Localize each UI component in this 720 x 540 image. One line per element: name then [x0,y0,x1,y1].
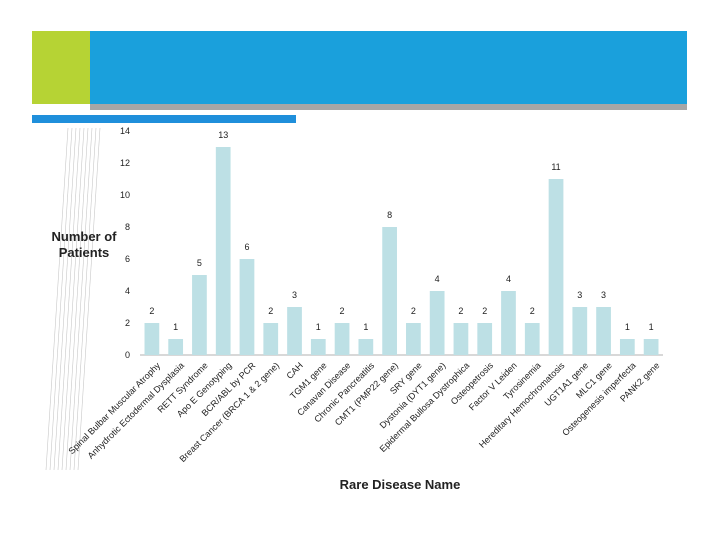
bar [310,339,326,355]
bar [263,323,279,355]
category-label: Spinal Bulbar Muscular Atrophy [66,360,162,456]
y-tick-label: 12 [120,158,130,168]
bar [453,323,469,355]
bar [144,323,160,355]
data-label: 8 [387,210,392,220]
bar [524,323,540,355]
data-label: 2 [268,306,273,316]
bar [619,339,635,355]
y-tick-label: 2 [125,318,130,328]
data-label: 2 [458,306,463,316]
hatch-line [77,127,101,471]
hatch-line [73,127,97,471]
bar [239,259,255,355]
bar [429,291,445,355]
data-label: 6 [244,242,249,252]
y-tick-label: 6 [125,254,130,264]
bar [358,339,374,355]
bar [406,323,421,355]
category-label: Anhydrotic Ectodermal Dysplasia [86,360,186,460]
data-label: 2 [340,306,345,316]
y-tick-label: 8 [125,222,130,232]
bar [477,323,493,355]
bar [215,147,231,355]
data-label: 2 [411,306,416,316]
y-tick-label: 10 [120,190,130,200]
data-label: 3 [577,290,582,300]
bar [596,307,611,355]
data-label: 2 [530,306,535,316]
hatch-line [65,127,89,471]
y-axis-title: Number of Patients [51,229,117,260]
category-labels: Spinal Bulbar Muscular AtrophyAnhydrotic… [66,360,661,464]
data-label: 2 [149,306,154,316]
hatch-line [57,127,81,471]
data-label: 1 [173,322,178,332]
data-label: 3 [601,290,606,300]
bar [548,179,564,355]
bar [643,339,659,355]
data-label: 1 [363,322,368,332]
hatch-line [69,127,93,471]
data-label: 13 [218,130,228,140]
header-green-block [32,31,92,104]
bar [572,307,588,355]
y-tick-label: 0 [125,350,130,360]
bar-series [144,147,659,355]
y-tick-label: 4 [125,286,130,296]
data-label: 3 [292,290,297,300]
data-label: 11 [551,162,560,172]
header-blue-banner [90,31,687,104]
data-label: 5 [197,258,202,268]
bar [168,339,184,355]
accent-stripe [32,115,296,123]
bar [287,307,302,355]
category-label: CAH [284,360,305,381]
header-grey-bar [90,104,687,110]
data-label: 2 [482,306,487,316]
y-axis-ticks: 0 2 4 6 8 10 12 14 [120,126,130,360]
data-label: 4 [506,274,511,284]
bar [192,275,207,355]
y-tick-label: 14 [120,126,130,136]
x-axis-title: Rare Disease Name [339,477,461,492]
hatch-line [45,127,69,471]
bar [334,323,350,355]
data-label: 1 [649,322,654,332]
hatch-line [49,127,73,471]
hatch-line [61,127,85,471]
data-label: 1 [625,322,630,332]
data-label: 4 [435,274,440,284]
hatch-line [53,127,77,471]
bar [501,291,516,355]
bar [382,227,397,355]
data-label: 1 [316,322,321,332]
